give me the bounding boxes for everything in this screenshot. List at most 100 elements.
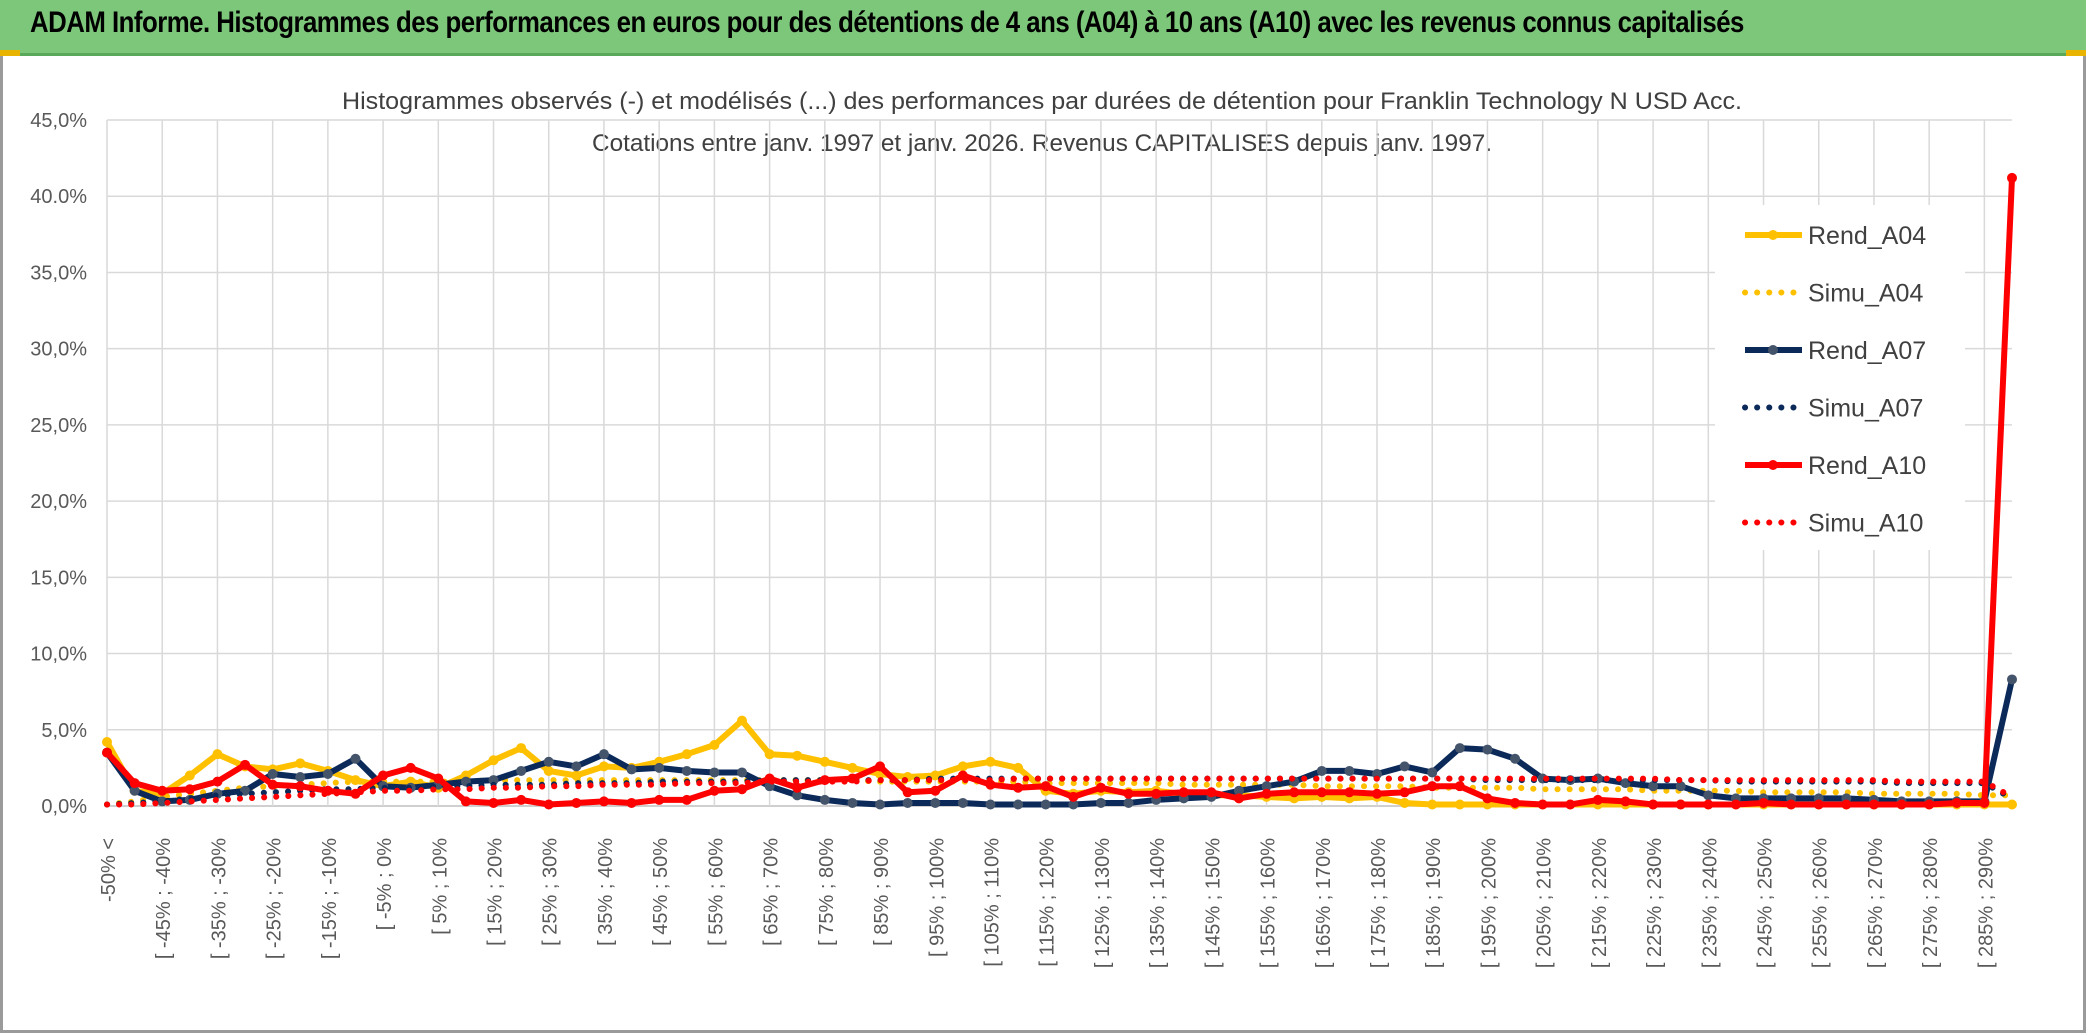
series-point-Rend_A10 — [129, 778, 140, 789]
series-point-Rend_A04 — [543, 765, 554, 776]
series-point-Rend_A07 — [571, 761, 582, 772]
series-point-Rend_A07 — [819, 794, 830, 805]
x-tick-label: [ 265% ; 270% — [1865, 838, 1887, 968]
legend-label-Rend_A04: Rend_A04 — [1808, 222, 1926, 250]
legend-label-Simu_A10: Simu_A10 — [1808, 510, 1923, 538]
series-point-Rend_A10 — [460, 796, 471, 807]
series-line-Rend_A07 — [104, 678, 2015, 808]
series-point-Rend_A07 — [129, 785, 140, 796]
series-point-Rend_A04 — [295, 758, 306, 769]
series-point-Rend_A07 — [1261, 781, 1272, 792]
legend: Rend_A04 Simu_A04 Rend_A07 Simu_A07 Rend_A10… — [1715, 205, 1965, 550]
series-point-Rend_A10 — [1951, 797, 1962, 808]
y-tick-label: 45,0% — [30, 110, 87, 132]
series-point-Rend_A10 — [1924, 799, 1935, 810]
series-point-Rend_A10 — [1510, 797, 1521, 808]
series-point-Rend_A07 — [1123, 797, 1134, 808]
y-tick-label: 10,0% — [30, 644, 87, 666]
series-point-Rend_A04 — [2007, 799, 2017, 810]
series-point-Rend_A07 — [1344, 765, 1355, 776]
series-point-Rend_A04 — [957, 761, 968, 772]
series-point-Rend_A07 — [930, 797, 941, 808]
series-point-Rend_A10 — [1316, 787, 1327, 798]
series-point-Rend_A10 — [488, 797, 499, 808]
series-line-Rend_A10 — [104, 177, 2015, 808]
legend-label-Simu_A04: Simu_A04 — [1808, 280, 1923, 308]
legend-label-Rend_A07: Rend_A07 — [1808, 337, 1926, 365]
x-tick-label: [ 215% ; 220% — [1589, 838, 1611, 968]
y-tick-label: 40.0% — [30, 186, 87, 208]
x-tick-label: [ 95% ; 100% — [926, 838, 948, 957]
series-point-Rend_A07 — [543, 756, 554, 767]
series-point-Rend_A07 — [322, 768, 333, 779]
series-point-Rend_A10 — [184, 784, 195, 795]
series-point-Rend_A07 — [654, 762, 665, 773]
series-point-Rend_A10 — [1040, 781, 1051, 792]
series-point-Rend_A04 — [184, 770, 195, 781]
series-point-Rend_A07 — [1675, 781, 1686, 792]
series-point-Rend_A10 — [737, 784, 747, 795]
series-point-Rend_A04 — [212, 749, 223, 760]
x-tick-label: [ 75% ; 80% — [816, 838, 838, 946]
x-tick-label: [ -15% ; -10% — [319, 838, 341, 959]
series-point-Rend_A07 — [1040, 799, 1051, 810]
series-point-Rend_A07 — [1482, 744, 1493, 755]
series-line-Simu_A04 — [104, 777, 2015, 808]
x-tick-label: [ -45% ; -40% — [153, 838, 175, 959]
series-point-Rend_A10 — [571, 797, 582, 808]
series-point-Rend_A07 — [1316, 765, 1327, 776]
series-point-Rend_A04 — [709, 740, 720, 751]
series-point-Rend_A10 — [1095, 782, 1106, 793]
x-tick-label: [ 255% ; 260% — [1810, 838, 1832, 968]
series-point-Rend_A07 — [1068, 799, 1079, 810]
series-point-Rend_A10 — [1261, 788, 1272, 799]
x-tick-label: [ -25% ; -20% — [264, 838, 286, 959]
series-point-Rend_A04 — [1454, 799, 1465, 810]
x-tick-label: [ 135% ; 140% — [1147, 838, 1169, 968]
series-point-Rend_A04 — [985, 756, 996, 767]
x-tick-label: [ 145% ; 150% — [1202, 838, 1224, 968]
series-point-Rend_A10 — [1537, 799, 1548, 810]
x-tick-label: [ 55% ; 60% — [705, 838, 727, 946]
series-point-Rend_A04 — [1399, 797, 1410, 808]
x-tick-label: [ 45% ; 50% — [650, 838, 672, 946]
series-line-Simu_A10 — [104, 775, 2015, 808]
x-axis: -50% < [ -45% ; -40% [ -35% ; -30% [ -25% ;… — [98, 838, 1997, 968]
series-point-Rend_A04 — [598, 761, 609, 772]
x-tick-label: [ 115% ; 120% — [1037, 838, 1059, 967]
series-point-Rend_A10 — [598, 796, 609, 807]
series-point-Rend_A07 — [737, 767, 747, 778]
series-point-Rend_A10 — [1648, 799, 1659, 810]
series-point-Rend_A07 — [957, 797, 968, 808]
series-point-Rend_A04 — [930, 770, 941, 781]
y-tick-label: 30,0% — [30, 339, 87, 361]
series-point-Rend_A07 — [267, 768, 278, 779]
series-point-Rend_A07 — [1095, 797, 1106, 808]
series-point-Rend_A10 — [1372, 788, 1382, 799]
x-tick-label: [ -35% ; -30% — [208, 838, 230, 959]
series-point-Rend_A10 — [405, 762, 416, 773]
x-tick-label: [ 225% ; 230% — [1644, 838, 1666, 968]
series-point-Rend_A07 — [709, 767, 720, 778]
series-point-Rend_A07 — [1510, 753, 1521, 764]
series-point-Rend_A10 — [1620, 796, 1631, 807]
series-point-Rend_A10 — [792, 782, 803, 793]
series-point-Rend_A07 — [875, 799, 886, 810]
series-point-Rend_A04 — [1427, 799, 1438, 810]
series-point-Rend_A04 — [516, 743, 527, 754]
series-point-Rend_A07 — [681, 765, 692, 776]
header-banner: ADAM Informe. Histogrammes des performan… — [0, 0, 2086, 56]
series-point-Rend_A10 — [902, 787, 913, 798]
x-tick-label: [ 25% ; 30% — [540, 838, 562, 946]
series-point-Rend_A10 — [875, 761, 886, 772]
series-point-Rend_A07 — [2007, 674, 2017, 685]
series-point-Rend_A04 — [1013, 762, 1024, 773]
series-point-Rend_A07 — [1399, 761, 1410, 772]
series-point-Rend_A10 — [1565, 799, 1576, 810]
y-tick-label: 15,0% — [30, 567, 87, 589]
series-point-Rend_A07 — [598, 749, 609, 760]
y-tick-label: 20,0% — [30, 491, 87, 513]
series-point-Rend_A07 — [1648, 781, 1659, 792]
